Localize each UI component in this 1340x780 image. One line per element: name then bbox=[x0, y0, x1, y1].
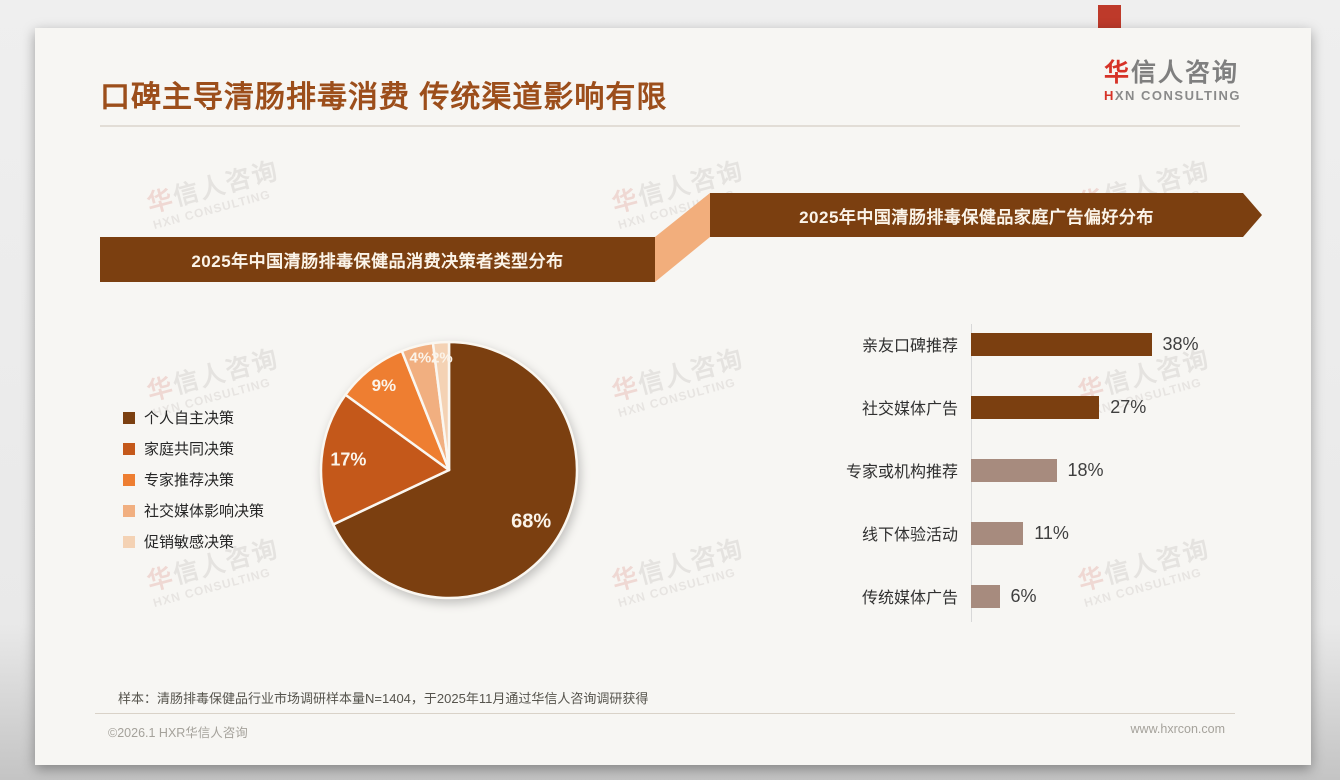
legend-label: 促销敏感决策 bbox=[144, 534, 235, 551]
logo-cn-rest: 信人咨询 bbox=[1130, 59, 1239, 87]
bar bbox=[971, 395, 1100, 419]
pie-legend: 个人自主决策 家庭共同决策 专家推荐决策社交媒体影响决策 促销敏感决策 bbox=[123, 402, 264, 557]
company-logo-cn: 华信人咨询 bbox=[1104, 58, 1241, 88]
sample-note: 样本：清肠排毒保健品行业市场调研样本量N=1404，于2025年11月通过华信人… bbox=[118, 691, 649, 706]
banner-right-shape bbox=[710, 193, 1262, 237]
banner-left-shape bbox=[100, 237, 655, 282]
legend-swatch bbox=[123, 504, 135, 517]
bar-category-label: 线下体验活动 bbox=[861, 527, 958, 544]
bar-category-label: 亲友口碑推荐 bbox=[861, 338, 958, 355]
bar bbox=[971, 584, 1000, 608]
pie-slice-label: 9% bbox=[371, 376, 397, 396]
bar-value-label: 11% bbox=[1034, 522, 1069, 543]
legend-label: 社交媒体影响决策 bbox=[144, 503, 265, 520]
bar-value-label: 18% bbox=[1067, 459, 1104, 480]
bar bbox=[971, 458, 1057, 482]
legend-swatch bbox=[123, 442, 135, 455]
bar-value-label: 6% bbox=[1010, 585, 1037, 606]
legend-item: 个人自主决策 bbox=[123, 402, 264, 433]
pie-slice bbox=[431, 340, 451, 472]
legend-label: 专家推荐决策 bbox=[144, 472, 235, 489]
bar-row: 社交媒体广告 27% bbox=[675, 376, 1275, 439]
company-logo: 华信人咨询 HXN CONSULTING bbox=[1104, 58, 1241, 104]
footer-divider bbox=[95, 713, 1235, 714]
bar-category-label: 社交媒体广告 bbox=[861, 401, 958, 418]
logo-cn-first: 华 bbox=[1103, 59, 1131, 87]
footer-website: www.hxrcon.com bbox=[1130, 722, 1225, 736]
bar-value-label: 27% bbox=[1110, 396, 1147, 417]
pie-slice-label: 17% bbox=[330, 449, 367, 470]
pie-slice-label: 2% bbox=[431, 349, 453, 367]
bar-row: 传统媒体广告 6% bbox=[675, 565, 1275, 628]
title-divider bbox=[100, 125, 1240, 127]
bar-row: 亲友口碑推荐 38% bbox=[675, 313, 1275, 376]
bar-category-label: 专家或机构推荐 bbox=[845, 464, 958, 481]
legend-label: 家庭共同决策 bbox=[144, 441, 235, 458]
legend-item: 社交媒体影响决策 bbox=[123, 495, 264, 526]
legend-swatch bbox=[123, 535, 135, 548]
bar-chart-title: 2025年中国清肠排毒保健品家庭广告偏好分布 bbox=[799, 207, 1154, 227]
legend-swatch bbox=[123, 473, 135, 486]
legend-label: 个人自主决策 bbox=[144, 410, 235, 427]
bar-row: 专家或机构推荐 18% bbox=[675, 439, 1275, 502]
accent-square bbox=[1098, 5, 1121, 28]
legend-swatch bbox=[123, 411, 135, 424]
logo-en-rest: XN CONSULTING bbox=[1114, 88, 1241, 103]
bar bbox=[971, 521, 1024, 545]
company-logo-en: HXN CONSULTING bbox=[1104, 88, 1241, 104]
bar-value-label: 38% bbox=[1162, 333, 1199, 354]
legend-item: 家庭共同决策 bbox=[123, 433, 264, 464]
legend-item: 促销敏感决策 bbox=[123, 526, 264, 557]
bar-category-label: 传统媒体广告 bbox=[861, 590, 958, 607]
pie-chart bbox=[319, 340, 579, 600]
legend-item: 专家推荐决策 bbox=[123, 464, 264, 495]
page-title: 口碑主导清肠排毒消费 传统渠道影响有限 bbox=[100, 81, 668, 114]
logo-en-first: H bbox=[1103, 88, 1115, 103]
footer-copyright: ©2026.1 HXR华信人咨询 bbox=[108, 726, 248, 740]
pie-slice bbox=[331, 340, 579, 600]
banner-connector-ribbon bbox=[655, 193, 710, 282]
pie-slice bbox=[319, 393, 451, 526]
bar bbox=[971, 332, 1152, 356]
pie-slice-label: 4% bbox=[409, 349, 432, 367]
pie-slice-label: 68% bbox=[511, 510, 552, 533]
bar-row: 线下体验活动 11% bbox=[675, 502, 1275, 565]
pie-chart-title: 2025年中国清肠排毒保健品消费决策者类型分布 bbox=[191, 252, 564, 271]
banner-shapes bbox=[100, 193, 1262, 282]
